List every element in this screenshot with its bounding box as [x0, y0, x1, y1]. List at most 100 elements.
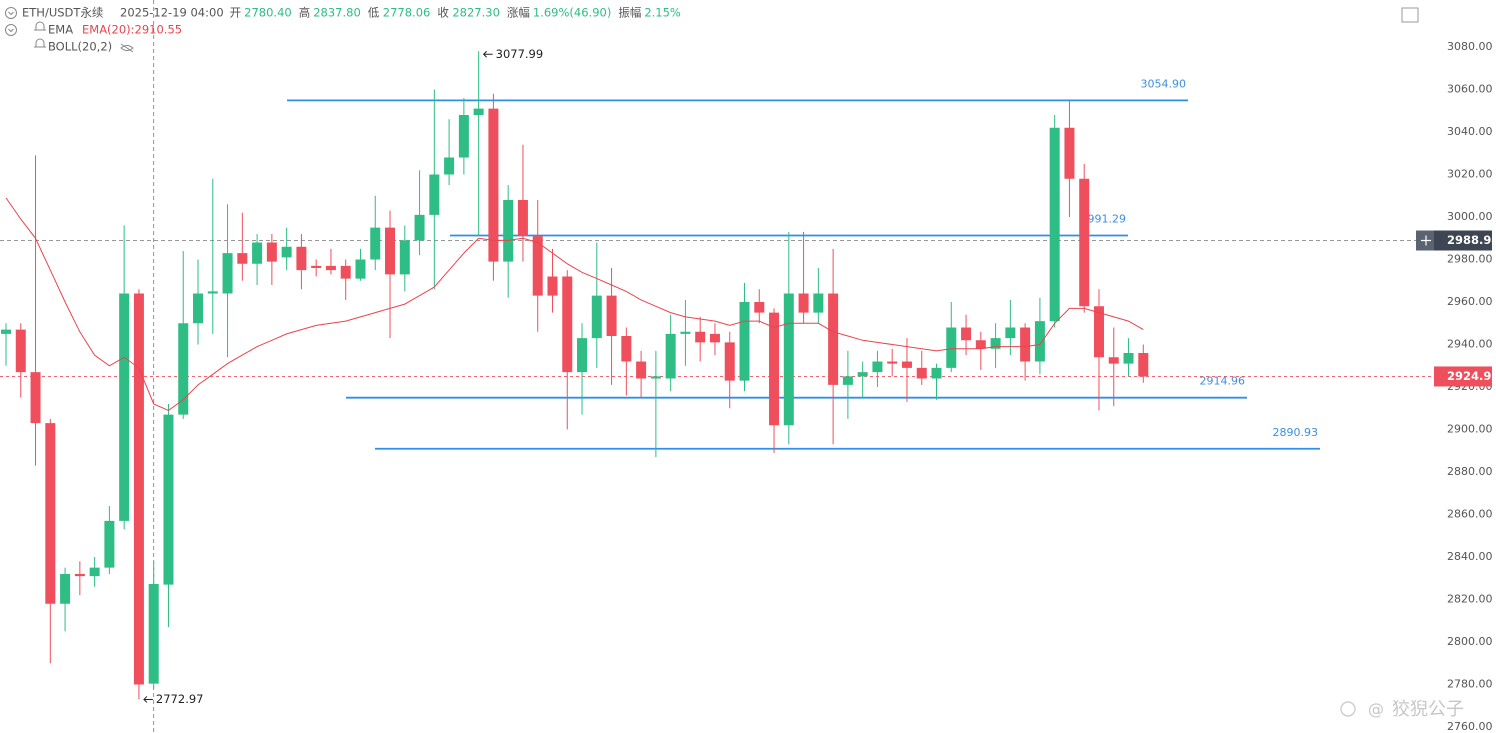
y-tick-label: 2880.00	[1447, 465, 1493, 478]
candle-body	[1123, 353, 1134, 364]
candle-body	[709, 333, 720, 343]
candle-body	[887, 361, 898, 364]
candle-body	[222, 253, 233, 294]
candle-body	[503, 200, 514, 262]
candle-body	[45, 423, 56, 604]
candle-body	[562, 276, 573, 373]
annotation-label: 3077.99	[496, 47, 544, 61]
y-tick-label: 3040.00	[1447, 125, 1493, 138]
candle-body	[1064, 127, 1075, 179]
level-label: 3054.90	[1141, 77, 1187, 90]
candle-body	[798, 293, 809, 313]
header-label: 收	[437, 6, 449, 20]
last-price-tag-bg	[1434, 366, 1492, 387]
candle-body	[1, 329, 11, 334]
watermark-at: @	[1368, 700, 1384, 719]
candle-body	[163, 414, 174, 585]
y-tick-label: 2800.00	[1447, 635, 1493, 648]
candle-body	[488, 108, 499, 262]
crosshair-price-tag-bg	[1434, 230, 1492, 251]
symbol: ETH/USDT永续	[22, 6, 103, 20]
candle-body	[370, 227, 381, 260]
y-tick-label: 2900.00	[1447, 423, 1493, 436]
candle-body	[577, 338, 588, 373]
crosshair-price-tag: 2988.94	[1447, 233, 1496, 247]
y-tick-label: 3060.00	[1447, 83, 1493, 96]
level-label: 2914.96	[1200, 375, 1246, 388]
candle-body	[252, 242, 263, 264]
candle-body	[946, 327, 957, 368]
y-tick-label: 2840.00	[1447, 550, 1493, 563]
legend-icons	[5, 7, 1419, 53]
candle-body	[606, 295, 617, 336]
watermark-icon	[1340, 701, 1356, 717]
annotation-arrow	[143, 696, 153, 703]
level-label: 2890.93	[1273, 426, 1319, 439]
candle-body	[399, 240, 410, 275]
crosshair-add-icon	[1421, 235, 1431, 246]
candle-body	[60, 574, 71, 604]
ema-value: EMA(20):2910.55	[82, 23, 182, 37]
candle-body	[754, 302, 765, 313]
candle-body	[916, 367, 927, 379]
header-value: 2827.30	[452, 6, 500, 20]
candle-body	[901, 361, 912, 368]
candle-body	[311, 265, 322, 268]
candle-body	[961, 327, 972, 341]
level-label: 2991.29	[1081, 213, 1127, 226]
candle-body	[547, 276, 558, 296]
candle-body	[133, 293, 144, 685]
time: 2025-12-19 04:00	[120, 6, 224, 20]
header-label: 低	[368, 6, 380, 20]
candle-body	[444, 157, 455, 175]
candle-body	[473, 108, 484, 115]
candle-body	[15, 329, 26, 373]
candle-body	[517, 200, 528, 237]
y-tick-label: 2820.00	[1447, 593, 1493, 606]
candle-body	[89, 567, 100, 577]
y-tick-label: 3020.00	[1447, 168, 1493, 181]
header-value: 2778.06	[383, 6, 431, 20]
candle-body	[237, 253, 248, 264]
candle-body	[636, 361, 647, 379]
y-tick-label: 2980.00	[1447, 253, 1493, 266]
header-value: 1.69%(46.90)	[533, 6, 611, 20]
header-value: 2837.80	[313, 6, 361, 20]
y-tick-label: 2780.00	[1447, 678, 1493, 691]
candle-body	[414, 214, 425, 241]
y-tick-label: 3000.00	[1447, 210, 1493, 223]
candle-body	[266, 242, 277, 262]
header-label: 涨幅	[507, 6, 530, 20]
candle-body	[813, 293, 824, 313]
candle-body	[591, 295, 602, 339]
candle-body	[931, 367, 942, 379]
candle-body	[193, 293, 204, 324]
candle-body	[1093, 306, 1104, 358]
candle-body	[990, 338, 1001, 349]
y-tick-label: 3080.00	[1447, 40, 1493, 53]
candle-body	[724, 342, 735, 381]
candle-body	[104, 520, 115, 568]
last-price-tag: 2924.96	[1447, 369, 1496, 383]
y-tick-label: 2860.00	[1447, 508, 1493, 521]
candle-body	[325, 265, 336, 271]
header-label: 开	[230, 6, 242, 20]
y-tick-label: 2960.00	[1447, 295, 1493, 308]
candle-body	[1034, 321, 1045, 362]
candles	[1, 51, 1149, 700]
candle-body	[207, 291, 218, 294]
candle-body	[429, 174, 440, 215]
candle-body	[1079, 178, 1090, 307]
candle-body	[783, 293, 794, 426]
annotation-arrow	[482, 50, 493, 58]
candle-body	[74, 574, 85, 577]
header-value: 2780.40	[244, 6, 292, 20]
ema-title: EMA	[48, 23, 73, 37]
candle-body	[281, 246, 292, 258]
ema-line	[5, 197, 1144, 411]
candle-body	[296, 246, 307, 271]
candle-body	[857, 372, 868, 377]
candle-body	[1020, 327, 1031, 362]
candle-body	[178, 323, 189, 415]
